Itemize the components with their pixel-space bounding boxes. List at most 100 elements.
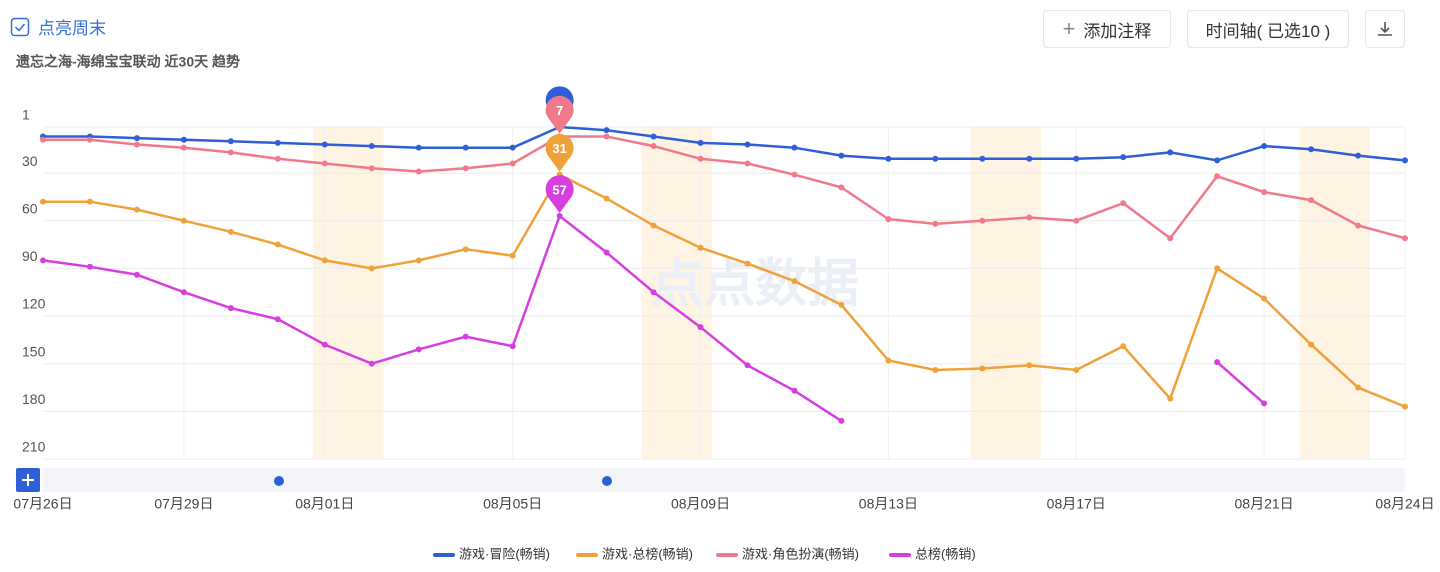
- y-tick-label: 120: [22, 296, 46, 312]
- pin: [545, 95, 574, 134]
- point: [1402, 157, 1408, 164]
- point: [979, 217, 986, 224]
- pin-label: 57: [552, 182, 566, 197]
- point: [979, 155, 986, 162]
- y-tick-label: 180: [22, 391, 46, 407]
- point: [932, 367, 939, 374]
- point: [650, 133, 657, 140]
- x-tick-label: 08月24日: [1375, 496, 1434, 512]
- y-tick-label: 210: [22, 439, 46, 455]
- point: [321, 341, 328, 348]
- timeline-label: 时间轴( 已选10 ): [1205, 21, 1331, 41]
- point: [1261, 295, 1268, 302]
- point: [1402, 403, 1408, 410]
- annotation-dot: [602, 476, 612, 486]
- point: [1026, 155, 1033, 162]
- point: [180, 136, 187, 143]
- point: [509, 160, 516, 167]
- point: [1308, 341, 1315, 348]
- toggle-label: 点亮周末: [38, 19, 106, 38]
- legend-label: 游戏·冒险(畅销): [459, 546, 550, 561]
- add-note-button[interactable]: + 添加注释: [1043, 10, 1171, 48]
- point: [227, 138, 234, 145]
- slider-track: [43, 468, 1405, 492]
- point: [133, 141, 140, 148]
- point: [885, 357, 892, 364]
- point: [1167, 395, 1174, 402]
- point: [697, 324, 704, 331]
- point: [86, 263, 93, 270]
- point: [1214, 359, 1221, 366]
- slider-add-icon: [22, 474, 34, 486]
- point: [274, 139, 281, 146]
- point: [180, 144, 187, 151]
- x-tick-label: 08月13日: [859, 496, 918, 512]
- point: [40, 257, 46, 264]
- point: [1214, 173, 1221, 180]
- point: [1214, 157, 1221, 164]
- point: [979, 365, 986, 372]
- point: [40, 198, 46, 205]
- point: [321, 141, 328, 148]
- point: [556, 212, 563, 219]
- x-tick-label: 08月05日: [483, 496, 542, 512]
- series-line: [42, 213, 1265, 422]
- point: [1402, 235, 1408, 242]
- point: [1308, 197, 1315, 204]
- y-tick-label: 1: [22, 107, 30, 123]
- point: [744, 362, 751, 369]
- point: [368, 265, 375, 272]
- point: [556, 171, 563, 178]
- point: [321, 257, 328, 264]
- point: [40, 136, 46, 143]
- point: [650, 222, 657, 229]
- download-icon: [1378, 22, 1392, 36]
- point: [274, 316, 281, 323]
- point: [1214, 265, 1221, 272]
- pin-label: 31: [552, 141, 566, 156]
- point: [1261, 143, 1268, 150]
- x-tick-label: 08月01日: [295, 496, 354, 512]
- point: [791, 387, 798, 394]
- point: [1120, 200, 1127, 207]
- point: [86, 198, 93, 205]
- point: [368, 360, 375, 367]
- checkbox-icon: [10, 17, 30, 36]
- point: [415, 144, 422, 151]
- point: [932, 155, 939, 162]
- toggle[interactable]: 点亮周末: [10, 14, 106, 39]
- x-tick-label: 08月09日: [671, 496, 730, 512]
- point: [885, 216, 892, 223]
- point: [791, 278, 798, 285]
- point: [838, 301, 845, 308]
- legend-label: 游戏·角色扮演(畅销): [742, 546, 859, 561]
- point: [603, 127, 610, 134]
- point: [1026, 214, 1033, 221]
- point: [274, 241, 281, 248]
- point: [227, 305, 234, 312]
- point: [415, 168, 422, 175]
- annotation-dot: [274, 476, 284, 486]
- point: [180, 289, 187, 296]
- point: [1355, 384, 1362, 391]
- point: [227, 228, 234, 235]
- x-tick-label: 08月21日: [1235, 496, 1294, 512]
- point: [509, 252, 516, 259]
- point: [744, 141, 751, 148]
- point: [744, 160, 751, 167]
- point: [1355, 152, 1362, 159]
- subtitle: 遗忘之海-海绵宝宝联动 近30天 趋势: [15, 54, 240, 70]
- watermark: 点点数据: [651, 256, 859, 314]
- point: [791, 144, 798, 151]
- point: [1120, 343, 1127, 350]
- point: [697, 244, 704, 251]
- point: [274, 155, 281, 162]
- download-button[interactable]: [1365, 10, 1405, 48]
- point: [1261, 400, 1268, 407]
- timeline-button[interactable]: 时间轴( 已选10 ): [1187, 10, 1349, 48]
- point: [1073, 155, 1080, 162]
- y-tick-label: 150: [22, 343, 46, 359]
- weekend-band: [313, 127, 384, 459]
- point: [462, 165, 469, 172]
